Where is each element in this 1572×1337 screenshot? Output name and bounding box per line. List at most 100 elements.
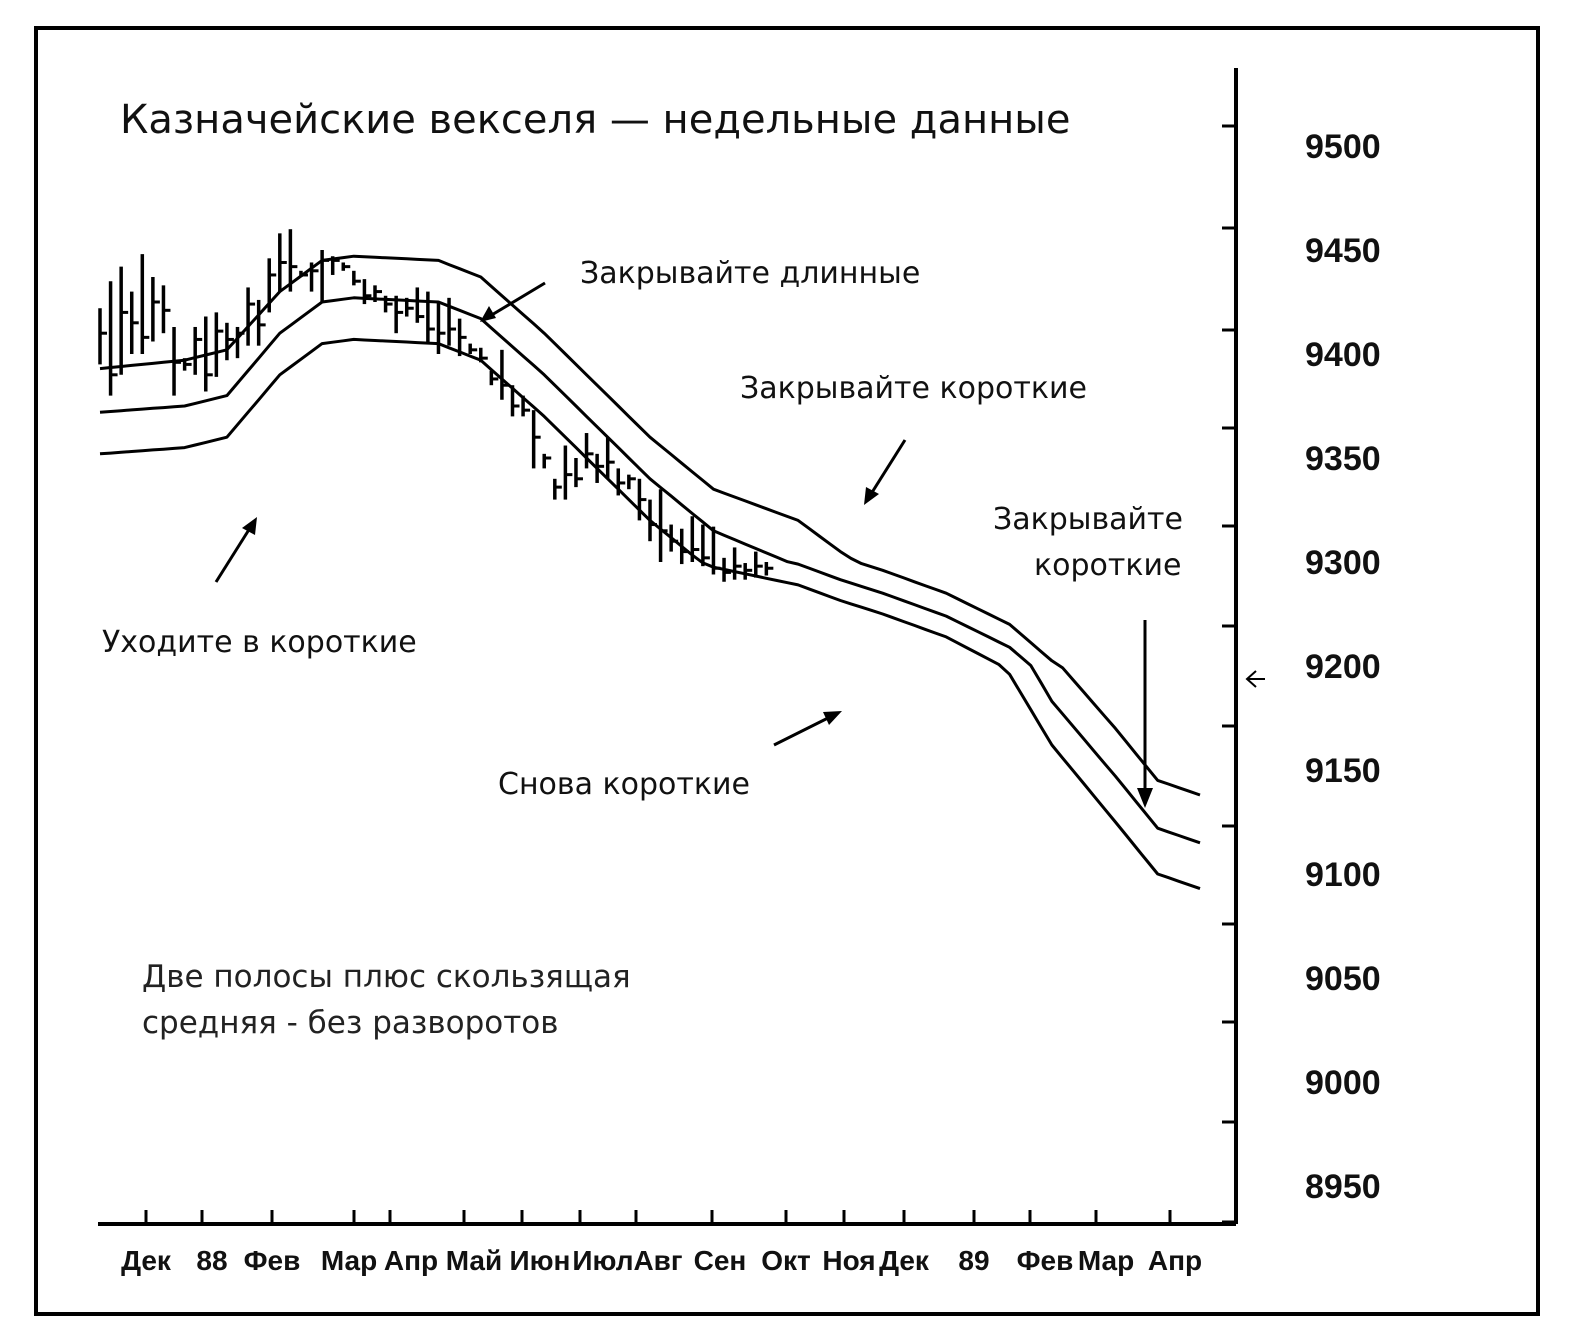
price-bar [732,547,742,580]
y-tick-label: 9050 [1305,960,1381,998]
price-bar [669,524,679,552]
price-bar [373,285,382,302]
price-bar [330,256,340,275]
price-bar [140,254,150,354]
price-bar [415,287,425,323]
arrow-short-again-head [823,711,842,725]
arrow-close-shorts-1 [869,439,907,495]
arrow-close-shorts-2-head [1137,788,1153,808]
price-bar [119,266,129,375]
price-bar [510,385,520,417]
price-bar [172,326,182,396]
y-tick-label: 9000 [1305,1064,1381,1102]
price-bar [404,297,414,317]
price-bar [447,297,457,346]
x-tick-label: Мар [321,1245,377,1276]
price-bar [246,287,256,346]
price-bars [98,229,774,582]
y-tick-label: 9450 [1305,232,1381,270]
price-bar [129,291,139,354]
price-bar [235,326,245,359]
x-tick-label: Авг [633,1245,682,1276]
price-bar [341,262,351,271]
x-tick-label: Сен [694,1245,747,1276]
price-bar [690,516,700,562]
price-bar [743,563,753,580]
price-bar [204,316,213,392]
upper-band-line [99,254,1201,797]
annotation-go-short: Уходите в короткие [102,625,417,660]
price-bar [574,458,583,488]
price-bar [701,524,710,567]
price-bar [754,551,763,578]
price-bar [542,453,552,469]
price-bar [225,322,234,361]
x-tick-label: Июн [510,1245,571,1276]
price-bar [679,528,689,565]
y-tick-label: 9300 [1305,544,1381,582]
x-tick-label: Ноя [822,1245,875,1276]
price-bar [658,489,668,562]
x-tick-label: Июл [572,1245,633,1276]
price-bar [193,326,203,375]
annotation-arrows [214,281,1265,808]
arrow-short-again [773,715,831,747]
arrow-go-short [214,527,252,583]
arrow-go-short-head [242,517,257,535]
price-bar [479,347,488,363]
price-bar [584,433,594,469]
annotation-close-shorts-2-line1: Закрывайте [993,502,1183,537]
arrow-close-longs [489,281,546,318]
price-bar [637,478,647,521]
price-bar [182,358,192,371]
x-axis: Дек 88 Фев Мар Апр Май Июн Июл Авг Сен Окт Ноя Дек 89… [98,1210,1236,1276]
price-bar [457,318,467,357]
arrow-close-shorts-1-head [864,487,879,505]
x-tick-label: Дек [121,1245,172,1276]
x-tick-label: Апр [1148,1245,1202,1276]
price-bar [489,370,499,386]
y-tick-label: 8950 [1305,1168,1381,1206]
price-bar [764,562,774,576]
x-tick-label: Фев [1017,1245,1074,1276]
y-tick-label: 9400 [1305,336,1381,374]
price-bar [531,410,541,469]
price-bar [98,308,107,365]
annotation-short-again: Снова короткие [498,767,750,802]
price-bar [553,478,562,500]
price-bar [426,291,435,344]
chart-title: Казначейские векселя — недельные данные [120,97,1070,143]
price-bar [616,468,626,496]
x-tick-label: Мар [1078,1245,1134,1276]
price-bar [362,279,372,305]
x-tick-label: Дек [879,1245,930,1276]
price-bar [711,526,721,575]
x-tick-label: Май [446,1245,502,1276]
annotation-close-shorts-2-line2: короткие [1034,548,1181,583]
price-bar [500,349,509,400]
x-tick-label: 88 [196,1245,227,1276]
price-bar [108,281,118,396]
price-bar [383,295,393,313]
annotation-close-longs: Закрывайте длинные [580,256,920,291]
arrow-close-longs-head [480,306,496,322]
price-bar [352,270,361,286]
price-bar [278,233,287,292]
x-tick-label: Апр [384,1245,438,1276]
price-bar [394,295,404,334]
price-bar [722,557,732,582]
x-tick-label: 89 [958,1245,989,1276]
price-bar [256,299,266,346]
y-tick-label: 9200 [1305,648,1381,686]
moving-average-line [99,296,1201,845]
price-bar [288,229,298,292]
price-bar [436,302,446,354]
x-tick-label: Окт [761,1245,811,1276]
x-tick-label: Фев [244,1245,301,1276]
y-tick-label: 9100 [1305,856,1381,894]
annotation-close-shorts-1: Закрывайте короткие [740,371,1087,406]
chart-frame [34,26,1540,1316]
price-bar [309,262,319,292]
lower-band-line [99,337,1201,891]
